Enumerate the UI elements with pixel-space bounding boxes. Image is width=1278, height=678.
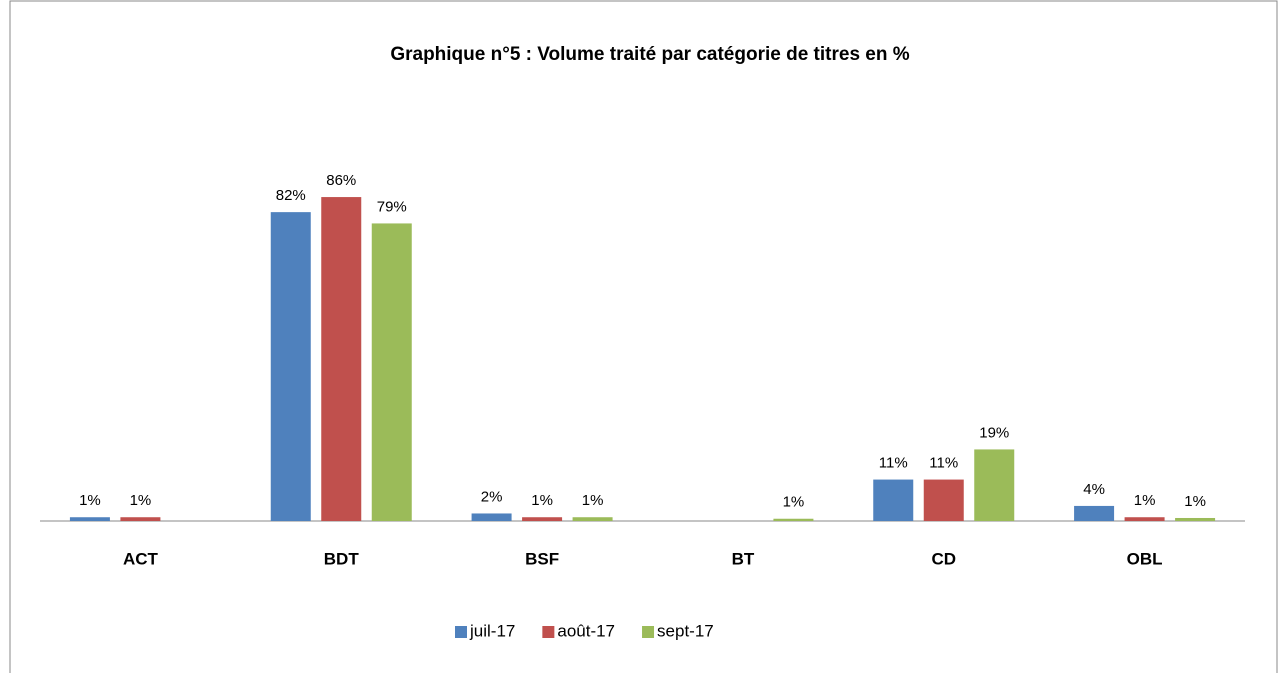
bar bbox=[974, 449, 1015, 521]
data-label: 2% bbox=[481, 488, 503, 505]
chart-frame bbox=[9, 0, 1278, 678]
data-label: 1% bbox=[79, 492, 101, 509]
data-label: 79% bbox=[377, 198, 407, 215]
bar bbox=[873, 479, 914, 521]
data-label: 1% bbox=[1134, 492, 1156, 509]
legend-swatch bbox=[642, 626, 655, 638]
data-label: 11% bbox=[929, 455, 958, 472]
data-label: 1% bbox=[130, 492, 152, 509]
data-label: 19% bbox=[979, 424, 1009, 441]
data-label: 11% bbox=[879, 455, 908, 472]
x-tick-label: OBL bbox=[1127, 549, 1163, 568]
bar bbox=[1175, 517, 1216, 521]
legend-label: août-17 bbox=[557, 621, 615, 640]
bar bbox=[371, 223, 412, 521]
data-label: 4% bbox=[1083, 481, 1105, 498]
bar bbox=[773, 518, 814, 521]
bar bbox=[522, 517, 563, 521]
bar bbox=[120, 517, 161, 521]
data-label: 1% bbox=[531, 492, 553, 509]
x-tick-label: ACT bbox=[123, 549, 159, 568]
legend-swatch bbox=[455, 626, 467, 638]
data-label: 1% bbox=[582, 492, 604, 509]
bar bbox=[1124, 517, 1165, 521]
data-label: 1% bbox=[1184, 493, 1206, 510]
chart-title: Graphique n°5 : Volume traité par catégo… bbox=[390, 44, 909, 65]
legend-label: juil-17 bbox=[469, 621, 515, 640]
legend-label: sept-17 bbox=[657, 621, 714, 640]
bar bbox=[321, 197, 362, 522]
x-tick-label: BDT bbox=[324, 549, 360, 568]
bar bbox=[572, 517, 613, 521]
bar bbox=[270, 212, 311, 521]
x-tick-label: CD bbox=[931, 549, 956, 568]
bar bbox=[471, 513, 512, 521]
bar bbox=[69, 517, 110, 521]
data-label: 86% bbox=[326, 172, 356, 189]
x-tick-label: BSF bbox=[525, 549, 559, 568]
bar bbox=[923, 479, 964, 521]
data-label: 1% bbox=[783, 494, 805, 511]
bar bbox=[1074, 505, 1115, 521]
legend-swatch bbox=[542, 626, 555, 638]
data-label: 82% bbox=[276, 187, 306, 204]
x-tick-label: BT bbox=[732, 549, 755, 568]
